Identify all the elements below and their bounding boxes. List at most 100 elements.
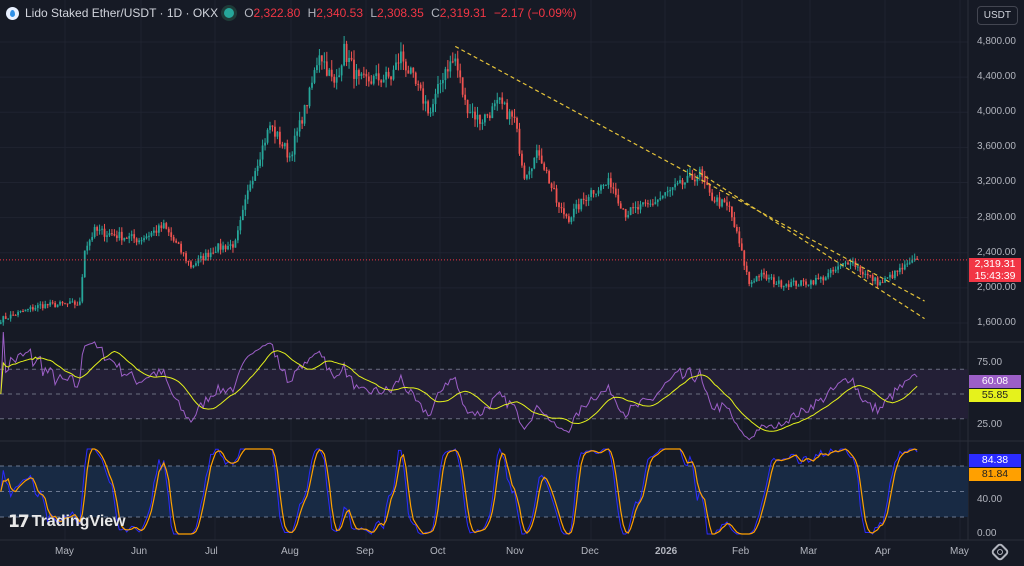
candle-body: [622, 208, 625, 210]
candle-body: [627, 215, 630, 218]
candle-body: [61, 301, 64, 304]
candle-body: [607, 178, 610, 185]
close-value: 2,319.31: [439, 6, 487, 20]
candle-body: [439, 83, 442, 85]
candle-body: [412, 67, 415, 73]
candle-body: [46, 304, 49, 306]
candle-body: [810, 280, 812, 285]
candle-body: [528, 171, 531, 175]
candle-body: [209, 252, 212, 257]
candle-body: [325, 61, 328, 76]
candle-body: [316, 65, 318, 71]
candle-body: [822, 277, 825, 281]
candle-body: [871, 275, 874, 282]
candle-body: [27, 309, 29, 311]
candle-body: [772, 277, 775, 285]
candle-body: [311, 82, 313, 88]
candle-body: [726, 202, 728, 206]
symbol-title[interactable]: Lido Staked Ether/USDT · 1D · OKX: [25, 6, 219, 20]
rsi-line: [0, 331, 918, 441]
candle-body: [486, 114, 489, 116]
candle-body: [239, 220, 242, 231]
candle-body: [135, 238, 138, 243]
candle-body: [842, 263, 844, 266]
candle-body: [256, 165, 259, 172]
currency-button[interactable]: USDT: [976, 6, 1018, 25]
stoch-d-tag: 81.84: [969, 468, 1021, 481]
candle-body: [703, 176, 706, 182]
candle-body: [219, 243, 222, 250]
candle-body: [817, 277, 820, 279]
candle-body: [73, 301, 76, 305]
market-status-icon: [224, 8, 235, 18]
candle-body: [491, 106, 494, 119]
candle-body: [291, 154, 294, 157]
candle-body: [140, 240, 143, 242]
candle-body: [765, 274, 768, 280]
candle-body: [738, 231, 741, 244]
candle-body: [427, 101, 429, 114]
candle-body: [800, 280, 802, 286]
candle-body: [14, 314, 17, 316]
candle-body: [869, 275, 872, 277]
candle-body: [884, 278, 886, 283]
candle-body: [264, 142, 266, 146]
stoch-k-line: [0, 447, 918, 535]
candle-body: [49, 302, 52, 306]
candle-body: [684, 182, 686, 185]
candle-body: [261, 145, 264, 160]
rsi-axis-label: 25.00: [977, 419, 1003, 430]
candle-body: [511, 111, 513, 117]
candle-body: [167, 228, 170, 233]
last-price-tag: 2,319.31 15:43:39: [969, 258, 1021, 282]
candle-body: [301, 120, 304, 124]
candle-body: [852, 261, 854, 264]
candle-body: [227, 245, 229, 250]
candle-body: [686, 175, 689, 183]
candle-body: [577, 204, 580, 210]
price-axis-label: 4,000.00: [977, 106, 1016, 118]
candle-body: [212, 252, 215, 254]
candle-body: [232, 244, 234, 248]
candle-body: [111, 233, 113, 235]
candle-body: [654, 202, 657, 205]
candle-body: [197, 258, 200, 264]
candle-body: [689, 174, 691, 176]
candle-body: [592, 190, 595, 194]
price-axis-label: 3,200.00: [977, 176, 1016, 188]
candle-body: [155, 230, 158, 233]
candle-body: [254, 171, 257, 181]
candle-body: [802, 280, 805, 282]
candle-body: [837, 266, 840, 270]
candle-body: [241, 209, 244, 221]
candle-body: [222, 245, 224, 250]
candle-body: [750, 282, 753, 284]
candle-body: [691, 174, 694, 180]
bar-countdown: 15:43:39: [974, 270, 1016, 282]
candle-body: [639, 204, 642, 210]
candle-body: [721, 199, 723, 207]
candle-body: [807, 284, 810, 286]
candle-body: [614, 188, 617, 195]
candle-body: [29, 307, 32, 310]
candle-body: [874, 277, 877, 282]
time-axis-label: Feb: [732, 546, 750, 557]
candle-body: [666, 191, 669, 193]
candle-body: [251, 180, 254, 185]
candle-body: [634, 207, 637, 209]
candle-body: [143, 238, 145, 241]
candle-body: [466, 99, 469, 114]
candle-body: [701, 169, 704, 177]
candle-body: [4, 316, 7, 319]
candle-body: [387, 71, 390, 77]
candle-body: [24, 309, 27, 312]
candle-body: [204, 252, 207, 261]
candle-body: [602, 185, 605, 187]
candle-body: [896, 270, 899, 272]
candle-body: [582, 198, 585, 200]
candle-body: [409, 67, 412, 74]
candle-body: [780, 280, 783, 288]
candle-body: [165, 223, 168, 229]
candle-body: [550, 183, 553, 188]
